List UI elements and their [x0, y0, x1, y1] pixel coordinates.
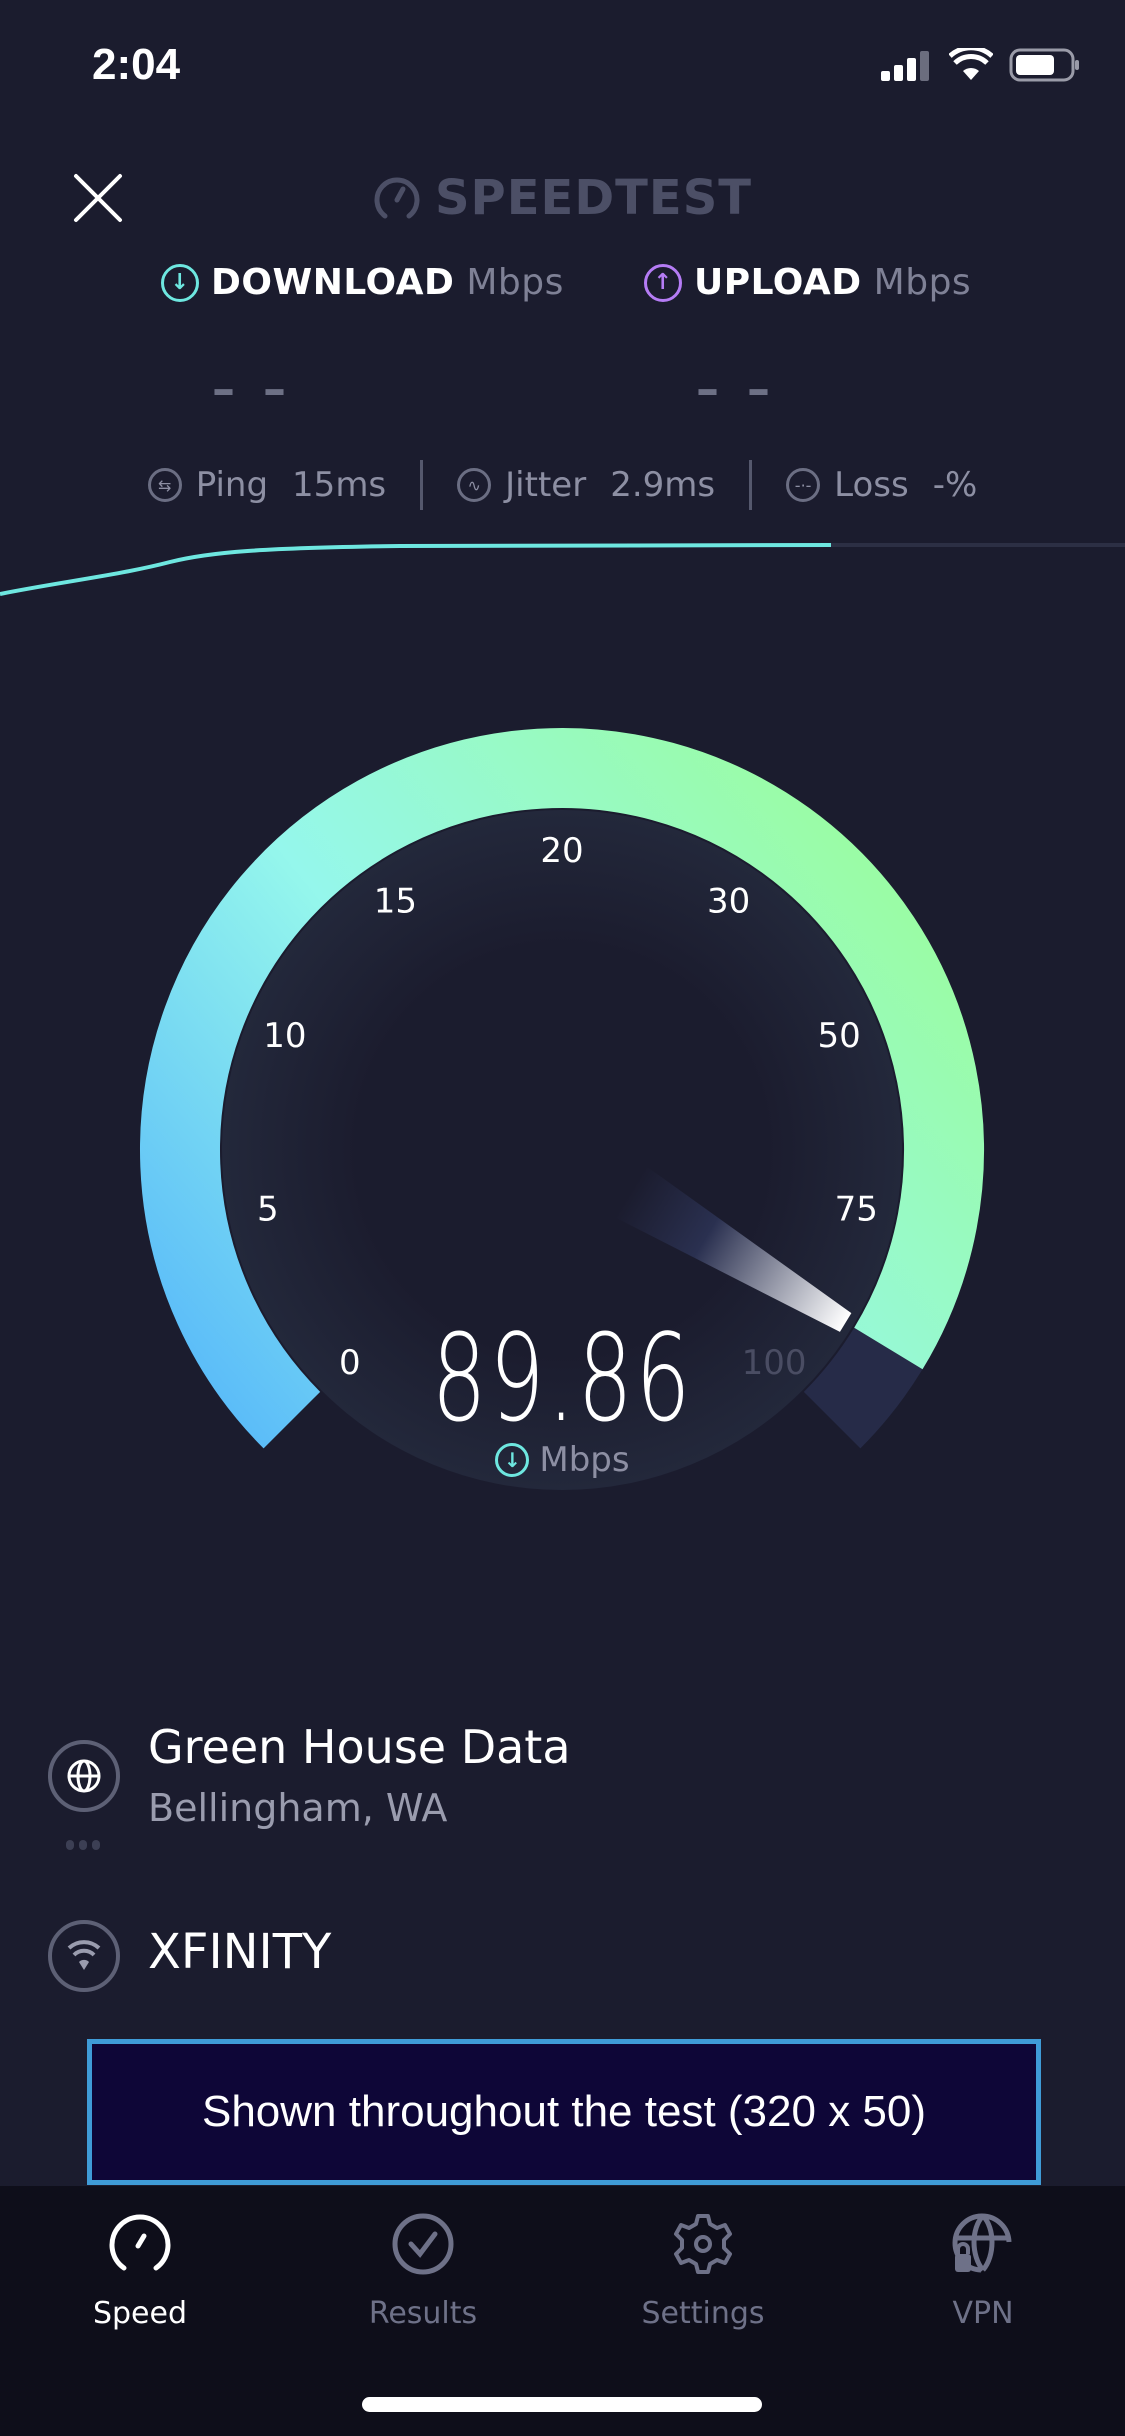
loss-stat: -·- Loss -%: [752, 465, 1011, 505]
gauge-tick-label: 50: [818, 1016, 861, 1056]
speedtest-logo: SPEEDTEST: [0, 170, 1125, 226]
divider: [749, 460, 753, 510]
gauge-tick-label: 15: [374, 882, 417, 922]
nav-results-label: Results: [368, 2296, 478, 2331]
nav-settings-label: Settings: [641, 2296, 765, 2331]
loss-icon: -·-: [786, 468, 821, 502]
ping-unit: ms: [335, 465, 387, 505]
nav-vpn-label: VPN: [952, 2296, 1014, 2331]
gauge-track: [803, 1327, 923, 1449]
download-arrow-icon: ↓: [495, 1443, 530, 1477]
download-header: ↓ DOWNLOAD Mbps: [161, 262, 564, 303]
gauge-tick-label: 10: [263, 1016, 306, 1056]
ping-icon: ⇆: [147, 468, 182, 502]
ping-stat: ⇆ Ping 15ms: [114, 465, 420, 505]
battery-icon: [1009, 48, 1079, 82]
readout-unit-label: Mbps: [539, 1440, 630, 1480]
speed-graph: [0, 543, 1125, 596]
ad-banner[interactable]: Shown throughout the test (320 x 50): [87, 2039, 1041, 2185]
status-icons: [881, 48, 1081, 82]
jitter-icon: ∿: [457, 468, 492, 502]
wifi-icon: [949, 48, 993, 80]
nav-vpn[interactable]: VPN: [873, 2212, 1093, 2331]
check-circle-icon: [392, 2213, 454, 2275]
jitter-unit: ms: [664, 465, 716, 505]
gauge-tick-label: 75: [835, 1190, 878, 1230]
close-icon[interactable]: [72, 172, 124, 224]
ping-value: 15: [292, 465, 336, 505]
nav-settings[interactable]: Settings: [593, 2212, 813, 2331]
speed-readout: 89.86: [431, 1310, 694, 1449]
logo-text: SPEEDTEST: [434, 170, 752, 226]
gauge-tick-label: 5: [257, 1190, 279, 1230]
cellular-signal-icon: [881, 51, 929, 81]
server-location: Bellingham, WA: [148, 1786, 448, 1830]
ping-label: Ping: [195, 465, 269, 505]
jitter-label: Jitter: [505, 465, 587, 505]
provider-name: XFINITY: [148, 1924, 332, 1980]
gauge-face: [222, 810, 902, 1490]
nav-speed-label: Speed: [92, 2296, 188, 2331]
upload-unit: Mbps: [873, 262, 972, 303]
readout-unit: ↓ Mbps: [0, 1440, 1125, 1480]
server-globe-icon[interactable]: [48, 1740, 120, 1812]
upload-header: ↑ UPLOAD Mbps: [644, 262, 971, 303]
speedometer-icon: [109, 2214, 171, 2271]
gauge-tick-label: 0: [339, 1343, 361, 1383]
gauge-needle: [614, 1165, 852, 1332]
stats-row: ⇆ Ping 15ms ∿ Jitter 2.9ms -·- Loss -%: [0, 460, 1125, 510]
gauge-tick-label: 100: [742, 1343, 807, 1383]
speedometer-icon: [374, 177, 420, 219]
gauge-tick-label: 30: [707, 882, 750, 922]
loss-value: -%: [932, 465, 978, 505]
server-name[interactable]: Green House Data: [148, 1720, 571, 1774]
speed-gauge: 0 5 10 15 20 30 50 75 100: [140, 728, 984, 1490]
home-indicator: [362, 2397, 762, 2412]
gear-icon: [674, 2214, 732, 2274]
jitter-stat: ∿ Jitter 2.9ms: [423, 465, 749, 505]
upload-value: – –: [696, 362, 777, 416]
divider: [420, 460, 424, 510]
download-arrow-icon: ↓: [161, 263, 199, 302]
download-label: DOWNLOAD: [211, 262, 455, 303]
upload-arrow-icon: ↑: [644, 263, 682, 302]
nav-speed[interactable]: Speed: [30, 2212, 250, 2331]
nav-results[interactable]: Results: [313, 2212, 533, 2331]
wifi-provider-icon: [48, 1920, 120, 1992]
ad-text: Shown throughout the test (320 x 50): [201, 2087, 927, 2136]
speed-graph-line: [0, 543, 832, 596]
download-unit: Mbps: [466, 262, 564, 303]
status-time: 2:04: [92, 40, 181, 89]
gauge-tick-label: 20: [540, 831, 583, 871]
gauge-fill-arc: [140, 728, 984, 1449]
loss-label: Loss: [834, 465, 909, 505]
globe-lock-icon: [952, 2213, 1012, 2273]
upload-label: UPLOAD: [694, 262, 862, 303]
bottom-nav: Speed Results Settings VPN: [0, 2186, 1125, 2436]
jitter-value: 2.9: [610, 465, 665, 505]
download-value: – –: [212, 362, 293, 416]
more-dots-icon[interactable]: [66, 1840, 100, 1850]
